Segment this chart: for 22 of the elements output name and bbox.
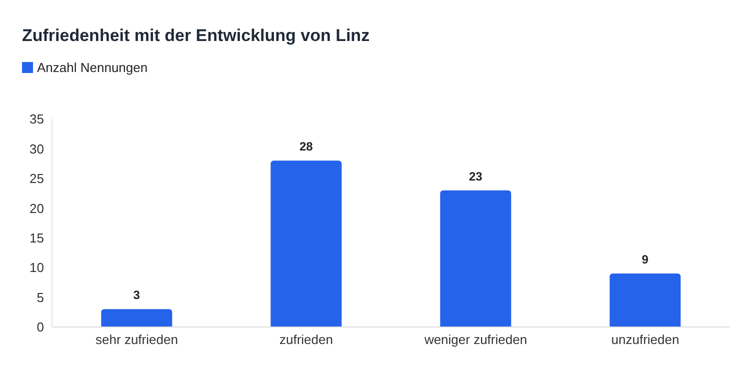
x-tick-label: sehr zufrieden (96, 332, 178, 348)
data-label: 28 (299, 140, 314, 154)
y-tick-label: 20 (30, 200, 44, 216)
y-tick-label: 0 (36, 320, 44, 335)
data-label: 3 (133, 288, 140, 302)
x-tick-label: unzufrieden (611, 332, 680, 348)
bar (610, 274, 681, 327)
legend-label: Anzahl Nennungen (36, 60, 148, 75)
bar (270, 160, 342, 327)
chart-title: Zufriedenheit mit der Entwicklung von Linz (22, 26, 370, 46)
y-tick-label: 10 (30, 260, 44, 276)
data-label: 23 (468, 169, 483, 184)
x-tick-label: zufrieden (280, 332, 333, 348)
y-tick-label: 5 (36, 290, 44, 305)
y-tick-label: 25 (30, 171, 44, 186)
data-label: 9 (642, 252, 649, 267)
y-tick-label: 30 (30, 141, 44, 156)
y-tick-label: 15 (30, 230, 44, 246)
bar (440, 190, 512, 327)
bar (101, 309, 172, 327)
x-tick-label: weniger zufrieden (423, 332, 528, 348)
y-tick-label: 35 (30, 112, 44, 127)
